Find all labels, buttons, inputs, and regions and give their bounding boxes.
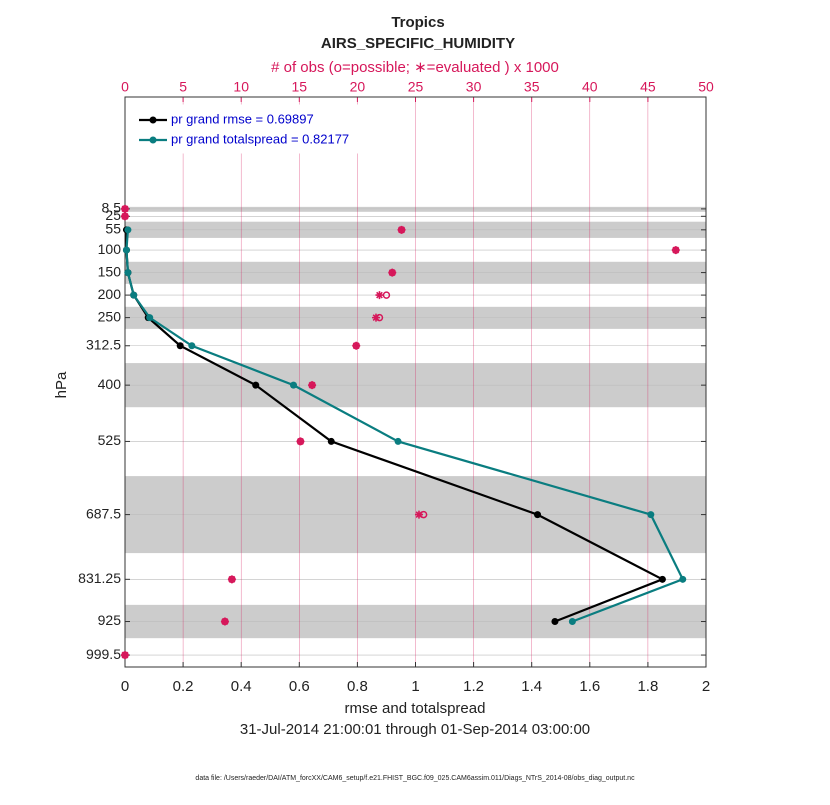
x2-axis-label: # of obs (o=possible; ∗=evaluated ) x 10…	[271, 59, 559, 76]
x2-tick-label: 40	[582, 79, 598, 95]
obs-evaluated-marker	[352, 341, 361, 350]
x-tick-label: 1.4	[521, 678, 542, 695]
series-point	[188, 342, 196, 350]
x2-tick-label: 35	[524, 79, 540, 95]
series-point	[568, 618, 576, 626]
obs-evaluated-marker	[121, 212, 129, 221]
x2-tick-label: 30	[466, 79, 482, 95]
series-point	[252, 381, 260, 389]
chart-title: Tropics	[391, 14, 444, 31]
x-tick-label: 1	[411, 678, 419, 695]
x-tick-label: 1.8	[637, 678, 658, 695]
legend-box	[132, 104, 396, 154]
x2-tick-label: 50	[698, 79, 714, 95]
series-point	[551, 618, 559, 626]
y-axis-label: hPa	[53, 371, 70, 398]
series-line	[125, 229, 666, 623]
series-point	[327, 437, 335, 445]
y-tick-label: 100	[98, 241, 122, 257]
plot-frame	[124, 96, 707, 668]
obs-evaluated-marker	[121, 204, 129, 213]
time-range: 31-Jul-2014 21:00:01 through 01-Sep-2014…	[240, 721, 590, 738]
y-tick-label: 150	[98, 263, 122, 279]
x2-tick-label: 15	[292, 79, 308, 95]
x2-tick-label: 5	[179, 79, 187, 95]
x-tick-label: 1.2	[463, 678, 484, 695]
x-tick-label: 0.8	[347, 678, 368, 695]
obs-evaluated-marker	[227, 575, 236, 584]
x-tick-label: 0	[121, 678, 129, 695]
x-tick-label: 1.6	[579, 678, 600, 695]
series-line	[125, 229, 685, 623]
x2-tick-label: 25	[408, 79, 424, 95]
y-tick-label: 312.5	[86, 336, 121, 352]
x2-tick-label: 10	[233, 79, 249, 95]
obs-evaluated-marker	[220, 617, 229, 626]
obs-evaluated-marker	[308, 381, 317, 390]
y-tick-label: 25	[105, 207, 121, 223]
y-tick-label: 925	[98, 612, 122, 628]
obs-evaluated-marker	[388, 268, 397, 277]
obs-evaluated-marker	[397, 225, 406, 234]
legend-label: pr grand rmse = 0.69897	[171, 111, 314, 126]
legend-label: pr grand totalspread = 0.82177	[171, 131, 349, 146]
obs-evaluated-marker	[375, 291, 384, 300]
chart-subtitle: AIRS_SPECIFIC_HUMIDITY	[321, 35, 515, 52]
y-tick-label: 999.5	[86, 646, 121, 662]
series-point	[658, 575, 666, 583]
x-tick-label: 0.2	[173, 678, 194, 695]
series-point	[176, 342, 184, 350]
y-tick-label: 831.25	[78, 570, 121, 586]
series-point	[130, 291, 138, 299]
series-point	[534, 511, 542, 519]
obs-evaluated-marker	[414, 510, 423, 519]
footer: data file: /Users/raeder/DAI/ATM_forcXX/…	[195, 775, 635, 782]
obs-evaluated-marker	[296, 437, 305, 446]
series-point	[289, 381, 297, 389]
y-tick-label: 525	[98, 432, 122, 448]
x-tick-label: 0.4	[231, 678, 252, 695]
y-tick-label: 250	[98, 308, 122, 324]
x-tick-label: 2	[702, 678, 710, 695]
series-point	[122, 246, 130, 254]
series-point	[394, 437, 402, 445]
series-point	[146, 314, 154, 322]
series-point	[647, 511, 655, 519]
y-tick-label: 55	[105, 221, 121, 237]
series-point	[124, 269, 132, 277]
x2-tick-label: 20	[350, 79, 366, 95]
series-point	[679, 575, 687, 583]
y-tick-label: 400	[98, 376, 122, 392]
legend-marker	[149, 116, 157, 124]
y-tick-label: 8.5	[102, 200, 122, 216]
obs-evaluated-marker	[121, 651, 129, 660]
x-tick-label: 0.6	[289, 678, 310, 695]
legend-marker	[149, 136, 157, 144]
y-tick-label: 687.5	[86, 505, 121, 521]
obs-evaluated-marker	[671, 246, 680, 255]
x2-tick-label: 0	[121, 79, 129, 95]
series-point	[124, 226, 132, 234]
y-tick-label: 200	[98, 286, 122, 302]
x-axis-label: rmse and totalspread	[345, 700, 486, 717]
obs-evaluated-marker	[371, 313, 380, 322]
x2-tick-label: 45	[640, 79, 656, 95]
